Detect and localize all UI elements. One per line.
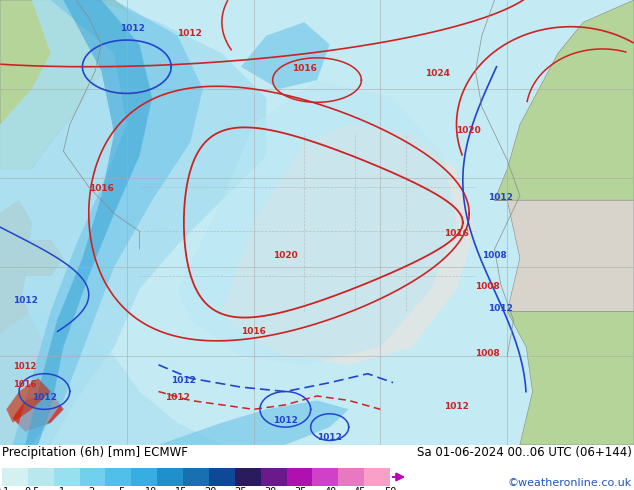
Text: 1012: 1012 bbox=[171, 376, 196, 385]
Bar bbox=[2, 468, 28, 486]
Text: 1020: 1020 bbox=[273, 251, 297, 260]
Text: 15: 15 bbox=[175, 487, 187, 490]
Polygon shape bbox=[13, 392, 63, 432]
Bar bbox=[364, 468, 390, 486]
Text: 50: 50 bbox=[384, 487, 396, 490]
Text: 35: 35 bbox=[294, 487, 307, 490]
Polygon shape bbox=[6, 378, 51, 423]
Text: 1016: 1016 bbox=[444, 229, 469, 238]
Bar bbox=[28, 468, 54, 486]
Text: 10: 10 bbox=[145, 487, 157, 490]
Polygon shape bbox=[0, 312, 222, 445]
Bar bbox=[287, 468, 313, 486]
Text: 1012: 1012 bbox=[32, 393, 56, 402]
Text: 1016: 1016 bbox=[89, 184, 113, 194]
Text: Precipitation (6h) [mm] ECMWF: Precipitation (6h) [mm] ECMWF bbox=[2, 446, 188, 459]
Text: 1008: 1008 bbox=[476, 349, 500, 358]
Polygon shape bbox=[178, 80, 456, 365]
Text: 1012: 1012 bbox=[444, 402, 469, 411]
Text: 45: 45 bbox=[354, 487, 366, 490]
Text: 0.1: 0.1 bbox=[0, 487, 10, 490]
Polygon shape bbox=[13, 240, 63, 276]
Polygon shape bbox=[495, 0, 634, 200]
Text: 1020: 1020 bbox=[456, 126, 481, 135]
Text: 0.5: 0.5 bbox=[24, 487, 39, 490]
Polygon shape bbox=[13, 0, 203, 445]
Bar bbox=[131, 468, 157, 486]
Bar bbox=[235, 468, 261, 486]
Bar bbox=[313, 468, 339, 486]
Bar bbox=[209, 468, 235, 486]
Text: 1012: 1012 bbox=[165, 393, 190, 402]
Text: 1024: 1024 bbox=[425, 69, 450, 77]
Text: 1012: 1012 bbox=[178, 28, 202, 38]
Bar bbox=[54, 468, 80, 486]
Polygon shape bbox=[76, 400, 349, 445]
Polygon shape bbox=[241, 22, 330, 89]
Polygon shape bbox=[495, 200, 634, 312]
Bar bbox=[261, 468, 287, 486]
Polygon shape bbox=[0, 0, 266, 445]
Text: Sa 01-06-2024 00..06 UTC (06+144): Sa 01-06-2024 00..06 UTC (06+144) bbox=[417, 446, 632, 459]
Text: 1012: 1012 bbox=[13, 362, 36, 371]
Text: 1012: 1012 bbox=[13, 295, 37, 305]
Text: 40: 40 bbox=[324, 487, 337, 490]
Text: 30: 30 bbox=[264, 487, 276, 490]
Text: 1012: 1012 bbox=[317, 434, 342, 442]
Text: 1016: 1016 bbox=[13, 380, 36, 389]
Text: 1012: 1012 bbox=[488, 193, 513, 202]
Text: 20: 20 bbox=[205, 487, 217, 490]
Bar bbox=[105, 468, 131, 486]
Text: 5: 5 bbox=[119, 487, 124, 490]
Text: 1012: 1012 bbox=[488, 304, 513, 314]
Text: 1008: 1008 bbox=[476, 282, 500, 291]
Polygon shape bbox=[0, 276, 63, 445]
Text: ©weatheronline.co.uk: ©weatheronline.co.uk bbox=[508, 478, 632, 488]
Text: 1016: 1016 bbox=[241, 327, 266, 336]
Text: 2: 2 bbox=[88, 487, 94, 490]
Text: 1008: 1008 bbox=[482, 251, 507, 260]
Text: 25: 25 bbox=[235, 487, 247, 490]
Text: 1016: 1016 bbox=[292, 64, 316, 73]
Polygon shape bbox=[222, 124, 476, 365]
Polygon shape bbox=[25, 0, 152, 445]
Polygon shape bbox=[507, 312, 634, 445]
Text: 1012: 1012 bbox=[273, 416, 297, 425]
Bar bbox=[80, 468, 105, 486]
Bar bbox=[183, 468, 209, 486]
Bar bbox=[157, 468, 183, 486]
Text: 1012: 1012 bbox=[120, 24, 145, 33]
Bar bbox=[339, 468, 364, 486]
Text: 1: 1 bbox=[58, 487, 65, 490]
Polygon shape bbox=[0, 200, 32, 445]
Polygon shape bbox=[0, 0, 139, 169]
